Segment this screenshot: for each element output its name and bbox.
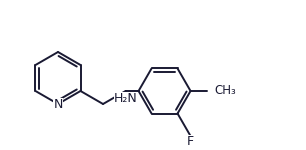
Text: F: F — [187, 135, 194, 148]
Text: H₂N: H₂N — [114, 92, 137, 105]
Text: CH₃: CH₃ — [215, 84, 236, 98]
Text: N: N — [53, 98, 63, 111]
